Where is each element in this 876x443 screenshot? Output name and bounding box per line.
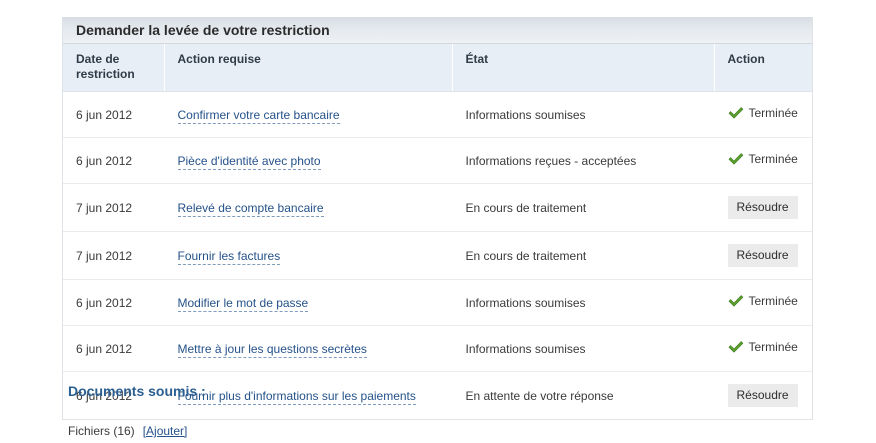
status-label: Terminée	[748, 106, 798, 120]
cell-date: 6 jun 2012	[63, 137, 165, 184]
status-label: Terminée	[748, 340, 798, 354]
column-header-date-de-restriction: Date de restriction	[63, 44, 165, 92]
cell-etat: Informations soumises	[452, 325, 715, 372]
cell-action: Terminée	[714, 91, 812, 138]
cell-action: Terminée	[714, 325, 812, 372]
action-requise-link[interactable]: Modifier le mot de passe	[177, 295, 309, 312]
action-requise-link[interactable]: Mettre à jour les questions secrètes	[177, 341, 367, 358]
action-requise-link[interactable]: Relevé de compte bancaire	[177, 200, 324, 217]
cell-action-requise: Mettre à jour les questions secrètes	[164, 325, 453, 372]
cell-etat: Informations soumises	[452, 279, 715, 326]
cell-action: Résoudre	[714, 183, 812, 232]
documents-files-row: Fichiers (16) [Ajouter]	[68, 424, 187, 438]
action-requise-link[interactable]: Fournir les factures	[177, 248, 281, 265]
cell-action-requise: Fournir les factures	[164, 231, 453, 280]
status-badge-terminee: Terminée	[728, 292, 798, 310]
status-badge-terminee: Terminée	[728, 338, 798, 356]
green-check-icon	[728, 152, 744, 166]
green-check-icon	[728, 106, 744, 120]
table-row: 6 jun 2012 Mettre à jour les questions se…	[63, 325, 812, 372]
action-requise-link[interactable]: Fournir plus d'informations sur les paie…	[177, 388, 416, 405]
cell-etat: Informations reçues - acceptées	[452, 137, 715, 184]
documents-section-title: Documents soumis :	[68, 383, 206, 399]
status-badge-terminee: Terminée	[728, 104, 798, 122]
column-header-action: Action	[714, 44, 812, 92]
files-count-label: Fichiers (16)	[68, 424, 135, 438]
restriction-table: Date de restriction Action requise État …	[63, 44, 812, 419]
cell-etat: Informations soumises	[452, 91, 715, 138]
resolve-button[interactable]: Résoudre	[727, 196, 798, 219]
column-header-action-requise: Action requise	[164, 44, 453, 92]
column-header-etat: État	[452, 44, 715, 92]
status-label: Terminée	[748, 152, 798, 166]
cell-date: 6 jun 2012	[63, 91, 165, 138]
cell-action: Résoudre	[714, 372, 812, 420]
green-check-icon	[728, 294, 744, 308]
table-body: 6 jun 2012 Confirmer votre carte bancaire…	[63, 91, 812, 420]
cell-action-requise: Relevé de compte bancaire	[164, 183, 453, 232]
cell-action: Terminée	[714, 137, 812, 184]
cell-action-requise: Pièce d'identité avec photo	[164, 137, 453, 184]
header-row: Date de restriction Action requise État …	[63, 44, 812, 92]
table-row: 7 jun 2012 Relevé de compte bancaire En co…	[63, 183, 812, 232]
table-header: Date de restriction Action requise État …	[63, 44, 812, 92]
cell-action-requise: Fournir plus d'informations sur les paie…	[164, 371, 453, 419]
cell-date: 6 jun 2012	[63, 279, 165, 326]
cell-action: Résoudre	[714, 231, 812, 280]
cell-action-requise: Confirmer votre carte bancaire	[164, 91, 453, 138]
resolve-button[interactable]: Résoudre	[727, 244, 798, 267]
restriction-panel: Demander la levée de votre restriction D…	[62, 17, 813, 420]
cell-etat: En attente de votre réponse	[452, 371, 715, 419]
table-row: 6 jun 2012 Fournir plus d'informations su…	[63, 371, 812, 420]
cell-date: 7 jun 2012	[63, 183, 165, 232]
table-row: 6 jun 2012 Modifier le mot de passe Inform…	[63, 279, 812, 326]
cell-action: Terminée	[714, 279, 812, 326]
resolve-button[interactable]: Résoudre	[727, 384, 798, 407]
panel-title: Demander la levée de votre restriction	[63, 17, 812, 44]
status-label: Terminée	[748, 294, 798, 308]
action-requise-link[interactable]: Pièce d'identité avec photo	[177, 153, 321, 170]
status-badge-terminee: Terminée	[728, 150, 798, 168]
table-row: 6 jun 2012 Pièce d'identité avec photo Inf…	[63, 137, 812, 184]
table-row: 6 jun 2012 Confirmer votre carte bancaire…	[63, 91, 812, 138]
cell-date: 7 jun 2012	[63, 231, 165, 280]
action-requise-link[interactable]: Confirmer votre carte bancaire	[177, 107, 340, 124]
cell-etat: En cours de traitement	[452, 231, 715, 280]
green-check-icon	[728, 340, 744, 354]
add-file-link[interactable]: [Ajouter]	[142, 424, 188, 438]
cell-action-requise: Modifier le mot de passe	[164, 279, 453, 326]
table-row: 7 jun 2012 Fournir les factures En cours d…	[63, 231, 812, 280]
cell-date: 6 jun 2012	[63, 325, 165, 372]
cell-date: 6 jun 2012	[63, 371, 165, 419]
cell-etat: En cours de traitement	[452, 183, 715, 232]
